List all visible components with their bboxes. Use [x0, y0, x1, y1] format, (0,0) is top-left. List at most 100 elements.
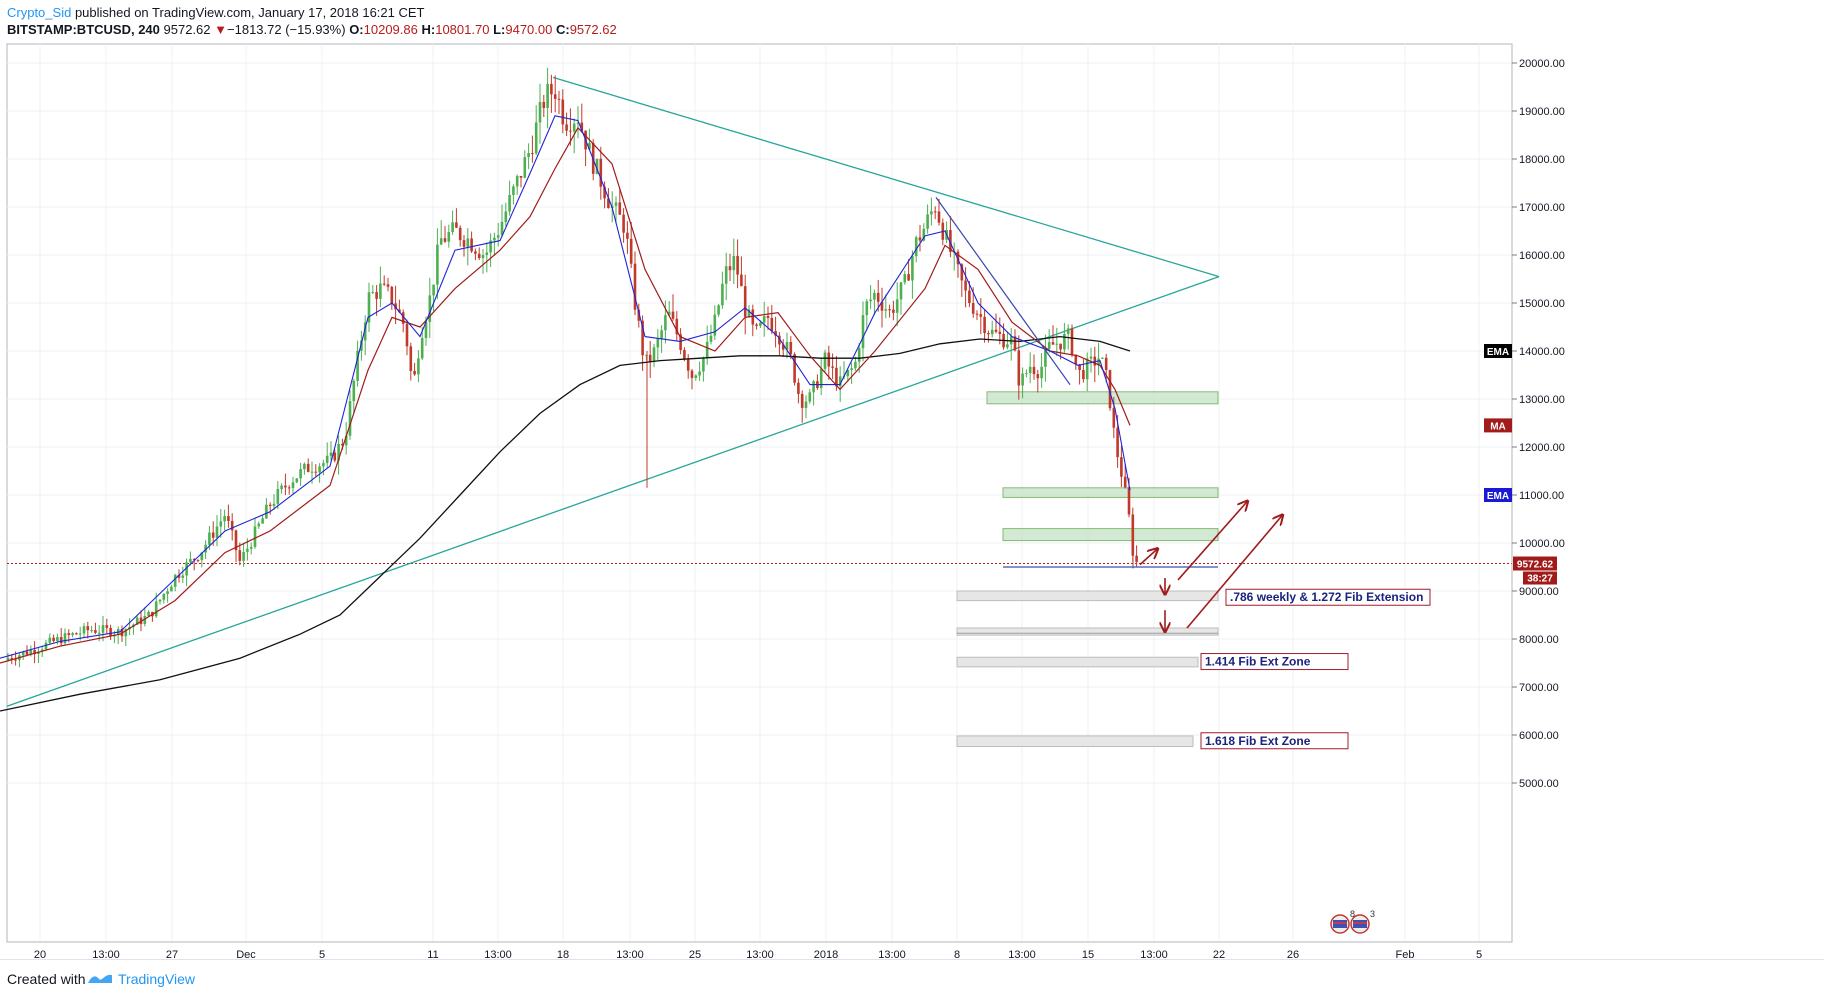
candle-body	[344, 435, 348, 446]
candle-body	[888, 309, 891, 311]
projection-arrow	[1139, 549, 1157, 566]
candle-body	[474, 251, 477, 254]
fib-label-box	[1200, 732, 1349, 750]
candle-body	[318, 466, 321, 473]
candle-body	[249, 546, 253, 549]
candle-body	[21, 651, 25, 656]
candle-body	[413, 370, 416, 375]
candle-body	[185, 562, 188, 576]
candle-body	[519, 175, 523, 178]
candle-body	[196, 560, 200, 562]
candle-body	[257, 523, 261, 527]
candle-body	[109, 627, 112, 637]
author-link[interactable]: Crypto_Sid	[7, 5, 72, 20]
candle-body	[265, 504, 268, 519]
candle-body	[63, 633, 67, 644]
candle-body	[458, 227, 462, 241]
candle-body	[432, 284, 435, 296]
candle-body	[147, 611, 150, 617]
candle-body	[1013, 336, 1017, 351]
price-tick-label: 8000.00	[1519, 634, 1559, 646]
candle-body	[1063, 333, 1066, 350]
candle-body	[550, 83, 553, 95]
candle-body	[911, 256, 914, 281]
candle-body	[280, 485, 283, 490]
candle-body	[1017, 350, 1021, 386]
candle-body	[675, 318, 679, 335]
candle-body	[37, 651, 40, 655]
candle-body	[223, 516, 226, 522]
breakdown-trendline	[935, 197, 1071, 385]
candle-body	[1116, 427, 1119, 458]
candle-body	[508, 194, 511, 212]
candle-body	[694, 375, 698, 378]
candle-body	[895, 299, 899, 313]
candle-body	[1120, 457, 1123, 477]
candle-body	[580, 122, 584, 131]
candle-body	[797, 382, 800, 394]
candle-body	[759, 322, 762, 326]
candle-body	[542, 102, 546, 109]
candle-body	[800, 393, 804, 408]
candle-body	[880, 301, 884, 311]
price-tick-label: 16000.00	[1519, 250, 1565, 262]
price-tick-label: 15000.00	[1519, 298, 1565, 310]
tradingview-link[interactable]: TradingView	[118, 971, 196, 987]
candle-body	[702, 357, 705, 372]
candle-body	[968, 290, 971, 304]
time-tick-label: 20	[34, 949, 46, 961]
candle-body	[238, 550, 242, 561]
candle-body	[154, 601, 158, 617]
time-tick-label: 13:00	[484, 949, 512, 961]
candle-body	[907, 274, 910, 281]
candle-body	[1006, 344, 1009, 348]
candle-body	[812, 381, 815, 393]
candle-body	[721, 283, 724, 306]
candle-body	[1025, 373, 1028, 375]
candle-body	[645, 354, 648, 356]
countdown-tag	[1523, 571, 1557, 585]
candle-body	[287, 487, 291, 489]
last-price-tag-label: 9572.62	[1517, 560, 1554, 571]
triangle-trendline	[552, 76, 1220, 278]
candle-body	[310, 471, 314, 473]
publish-line: Crypto_Sid published on TradingView.com,…	[7, 5, 424, 20]
high-value: 10801.70	[435, 22, 490, 37]
time-tick-label: 13:00	[878, 949, 906, 961]
candle-body	[1066, 328, 1070, 334]
candle-body	[914, 237, 918, 257]
candle-body	[246, 548, 249, 552]
tradingview-logo-icon[interactable]	[86, 969, 114, 987]
candle-body	[94, 630, 97, 633]
candle-body	[379, 283, 382, 299]
candle-body	[850, 368, 853, 370]
candle-body	[86, 626, 90, 631]
support-zone	[1002, 487, 1219, 498]
candle-body	[306, 463, 310, 472]
axis-tags: EMA MA EMA 9572.62 38:27	[1484, 344, 1557, 585]
candle-body	[1097, 358, 1100, 366]
time-tick-label: 8	[954, 949, 960, 961]
candle-body	[686, 358, 690, 371]
candle-body	[523, 157, 527, 178]
candle-body	[724, 266, 728, 284]
candle-body	[496, 235, 500, 238]
candle-body	[1044, 348, 1047, 367]
candle-body	[1055, 343, 1059, 345]
candle-body	[405, 323, 409, 347]
indicator-tag-label: MA	[1490, 421, 1506, 432]
published-text: published on TradingView.com, January 17…	[74, 5, 425, 20]
candle-body	[709, 335, 713, 342]
candle-body	[371, 292, 375, 294]
candle-body	[409, 346, 413, 371]
candle-body	[333, 452, 337, 461]
candle-body	[341, 443, 344, 446]
candle-body	[44, 642, 48, 650]
ma-line	[0, 126, 1131, 664]
candle-body	[869, 299, 872, 302]
candle-body	[1036, 374, 1040, 379]
candle-body	[979, 314, 983, 317]
candle-body	[664, 315, 667, 331]
us-flag-icon	[1333, 920, 1347, 928]
